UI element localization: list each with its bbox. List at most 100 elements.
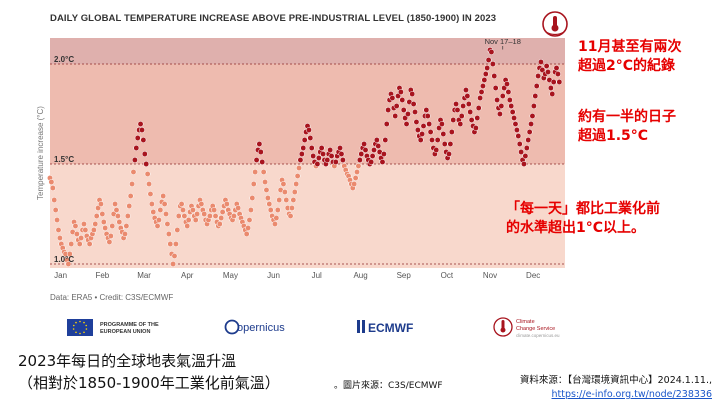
- data-point: [554, 71, 561, 77]
- data-point: [434, 137, 441, 143]
- data-point: [429, 137, 435, 143]
- data-point: [485, 57, 492, 63]
- data-point: [106, 239, 113, 245]
- data-point: [308, 145, 315, 151]
- x-tick-label: May: [223, 271, 238, 280]
- data-point: [174, 227, 181, 233]
- data-point: [505, 89, 512, 95]
- data-point: [501, 85, 508, 91]
- data-point: [433, 147, 440, 153]
- x-tick-label: Jan: [54, 271, 67, 280]
- data-point: [192, 217, 199, 223]
- data-point: [245, 225, 252, 231]
- data-point: [314, 161, 321, 167]
- data-point: [90, 227, 97, 233]
- reference-link[interactable]: https://e-info.org.tw/node/238336: [551, 389, 712, 400]
- data-point: [379, 159, 386, 165]
- data-point: [478, 89, 485, 95]
- annotation-3-line2: 的水準超出1°C以上。: [506, 220, 646, 236]
- data-point: [506, 97, 513, 103]
- data-point: [235, 205, 242, 211]
- caption: 2023年每日的全球地表氣溫升溫 （相對於1850-1900年工業化前氣溫）: [18, 350, 280, 394]
- data-point: [460, 103, 467, 109]
- data-point: [543, 63, 550, 69]
- data-point: [392, 113, 399, 119]
- data-point: [212, 213, 219, 219]
- x-tick-label: Apr: [181, 271, 194, 280]
- data-point: [297, 157, 304, 163]
- data-point: [511, 115, 518, 121]
- data-point: [509, 109, 516, 115]
- data-point: [93, 213, 100, 219]
- data-point: [305, 127, 312, 133]
- band-above-2-0: [50, 38, 565, 64]
- copernicus-wordmark: opernicus: [237, 322, 285, 334]
- data-point: [55, 227, 62, 233]
- data-point: [355, 163, 362, 169]
- data-point: [454, 107, 461, 113]
- data-point: [298, 151, 305, 157]
- data-point: [49, 185, 56, 191]
- annotation-every-day: 「每一天」都比工業化前 的水準超出1°C以上。: [506, 200, 660, 238]
- y-axis-ticks: 1.0°C 1.5°C 2.0°C: [54, 55, 74, 264]
- data-point: [287, 213, 294, 219]
- data-point: [161, 201, 168, 207]
- data-point: [504, 81, 510, 87]
- data-point: [86, 241, 93, 247]
- data-point: [147, 191, 154, 197]
- data-point: [122, 231, 128, 237]
- data-point: [532, 93, 539, 99]
- data-point: [535, 73, 542, 79]
- data-point: [530, 103, 537, 109]
- reference: 資料來源：【台灣環境資訊中心】2024.1.11., https://e-inf…: [506, 374, 712, 402]
- data-point: [419, 131, 426, 137]
- data-point: [131, 157, 138, 163]
- annotation-november-records: 11月甚至有兩次 超過2°C的紀錄: [578, 38, 681, 76]
- data-point: [260, 169, 267, 175]
- data-point: [243, 231, 250, 237]
- data-point: [472, 125, 479, 131]
- data-point: [206, 213, 213, 219]
- data-point: [252, 169, 259, 175]
- peak-annotation-label: Nov 17–18: [485, 37, 521, 46]
- data-point: [139, 127, 145, 133]
- data-point: [550, 79, 557, 85]
- data-point: [383, 121, 390, 127]
- data-point: [68, 241, 75, 247]
- data-point: [409, 91, 416, 97]
- data-point: [440, 131, 447, 137]
- data-point: [211, 207, 218, 213]
- data-point: [157, 207, 164, 213]
- data-point: [468, 117, 475, 123]
- data-point: [250, 181, 257, 187]
- y-tick-label: 1.0°C: [54, 255, 74, 264]
- data-point: [223, 201, 230, 207]
- ecmwf-logo: ECMWF: [357, 320, 413, 335]
- annotation-half-days: 約有一半的日子 超過1.5°C: [578, 108, 676, 146]
- threshold-lines: [50, 63, 565, 265]
- data-point: [178, 201, 185, 207]
- data-point: [423, 107, 430, 113]
- data-point: [144, 171, 151, 177]
- data-point: [382, 137, 389, 143]
- data-point: [446, 151, 452, 157]
- data-point: [516, 141, 523, 147]
- data-point: [293, 181, 300, 187]
- data-point: [280, 181, 287, 187]
- data-point: [328, 153, 335, 159]
- data-point: [219, 209, 226, 215]
- annotation-1-line1: 11月甚至有兩次: [578, 39, 682, 55]
- x-tick-label: Oct: [441, 271, 454, 280]
- annotation-3-line1: 「每一天」都比工業化前: [506, 201, 660, 217]
- data-points: [47, 47, 563, 267]
- y-tick-label: 1.5°C: [54, 155, 74, 164]
- data-point: [526, 129, 533, 135]
- data-point: [141, 151, 148, 157]
- data-point: [368, 159, 375, 165]
- data-point: [352, 175, 359, 181]
- data-point: [76, 241, 83, 247]
- data-point: [518, 149, 525, 155]
- data-point: [109, 223, 116, 229]
- copernicus-logo: opernicus: [224, 319, 285, 335]
